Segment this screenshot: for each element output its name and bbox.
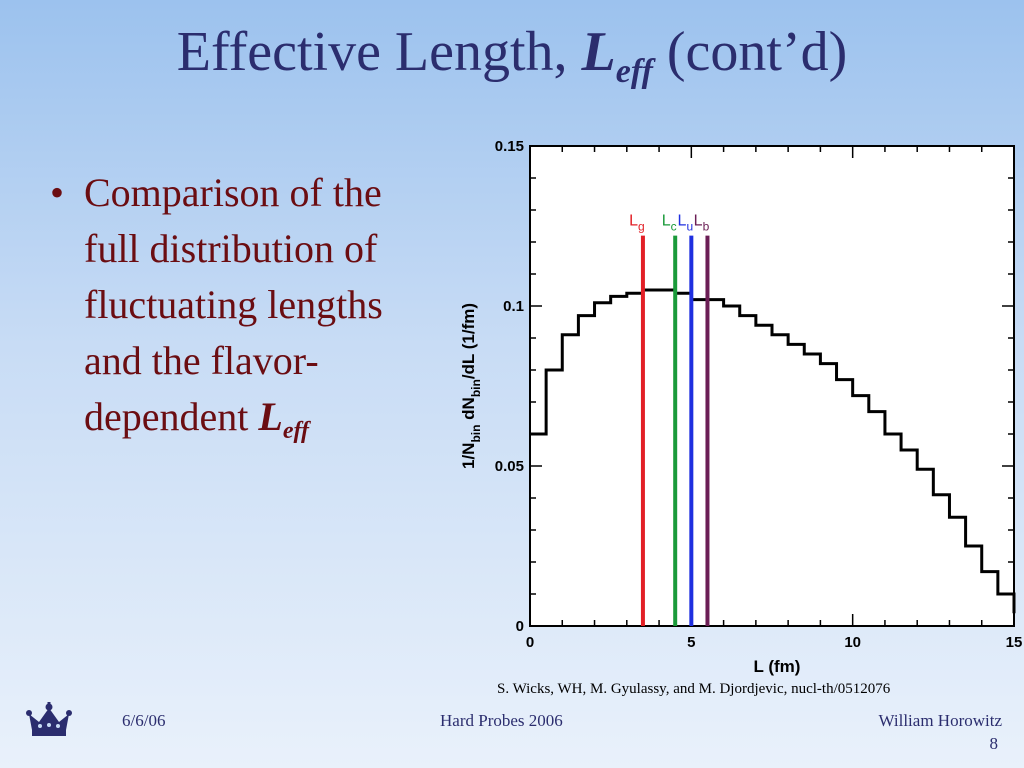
- leff-label-subscript: u: [686, 220, 693, 234]
- x-tick-label: 10: [844, 634, 861, 651]
- y-tick-label: 0: [516, 618, 524, 635]
- footer-date: 6/6/06: [122, 711, 166, 730]
- leff-label-subscript: c: [671, 220, 677, 234]
- y-axis-label-subscript: bin: [469, 425, 483, 443]
- y-axis-label-subscript: bin: [469, 379, 483, 397]
- leff-label-u: Lu: [678, 213, 694, 234]
- y-axis-label-part: /dL (1/fm): [459, 303, 478, 379]
- leff-label-g: Lg: [629, 213, 645, 234]
- bullet-dot-icon: •: [50, 170, 65, 215]
- leff-label-main: L: [694, 213, 703, 230]
- page-number: 8: [989, 734, 999, 753]
- title-subscript: eff: [615, 53, 653, 90]
- chart: 0 5 10 15 0 0.05 0.1 0.15 L (fm) 1/Nbin dNbin/dL …: [440, 130, 1024, 678]
- y-tick-label: 0.1: [503, 298, 524, 315]
- leff-label-subscript: b: [703, 220, 710, 234]
- y-axis-label-part: dN: [459, 397, 478, 424]
- title-suffix: (cont’d): [666, 21, 848, 83]
- title-symbol: L: [581, 21, 616, 83]
- x-tick-label: 0: [526, 634, 534, 651]
- x-axis-label: L (fm): [754, 657, 801, 676]
- histogram-series: [530, 288, 1016, 614]
- leff-label-c: Lc: [662, 213, 677, 234]
- bullet-subscript: eff: [282, 418, 310, 444]
- bullet-text-block: Comparison of the full distribution of f…: [84, 165, 420, 459]
- y-tick-label: 0.15: [495, 138, 524, 155]
- y-axis-label: 1/Nbin dNbin/dL (1/fm): [459, 303, 483, 469]
- leff-label-b: Lb: [694, 213, 710, 234]
- crown-icon: [26, 702, 72, 745]
- x-tick-label: 15: [1006, 634, 1023, 651]
- x-tick-label: 5: [687, 634, 695, 651]
- citation: S. Wicks, WH, M. Gyulassy, and M. Djordj…: [497, 681, 891, 697]
- leff-label-main: L: [678, 213, 687, 230]
- leff-label-main: L: [662, 213, 671, 230]
- y-axis-label-part: 1/N: [459, 443, 478, 469]
- bullet-symbol: L: [258, 394, 283, 439]
- bullet-point: • Comparison of the full distribution of…: [50, 165, 420, 459]
- bullet-text: Comparison of the full distribution of f…: [84, 170, 383, 439]
- plot-frame: [529, 145, 1015, 627]
- slide-title: Effective Length, Leff (cont’d): [0, 20, 1024, 91]
- leff-label-subscript: g: [638, 220, 645, 234]
- y-tick-label: 0.05: [495, 458, 524, 475]
- footer-author: William Horowitz: [878, 711, 1002, 730]
- leff-label-main: L: [629, 213, 638, 230]
- footer-conference: Hard Probes 2006: [440, 711, 563, 730]
- title-main: Effective Length,: [176, 21, 568, 83]
